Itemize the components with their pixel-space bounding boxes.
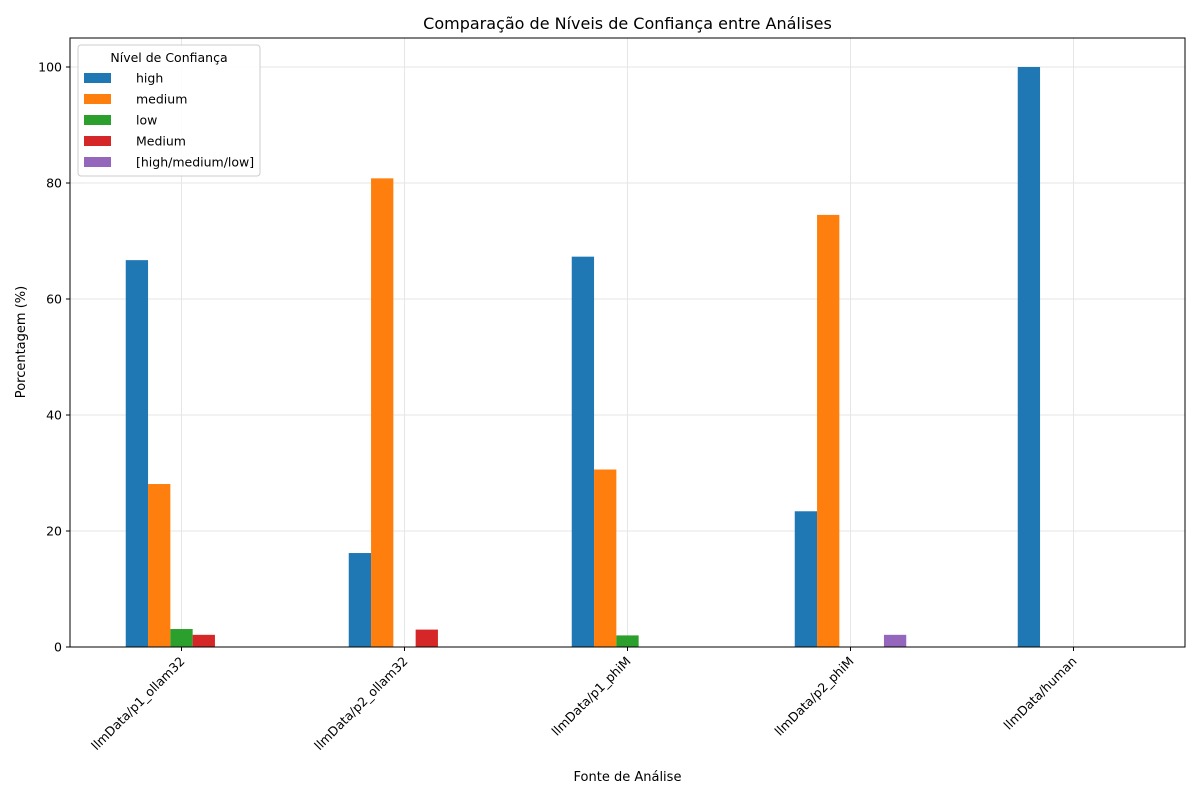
- bar-medium: [148, 484, 171, 647]
- legend-label: high: [136, 71, 163, 86]
- legend-label: medium: [136, 92, 187, 107]
- legend-swatch: [84, 115, 111, 125]
- bar-medium: [817, 214, 840, 647]
- bar-medium: [415, 629, 438, 647]
- legend-swatch: [84, 73, 111, 83]
- bar-low: [170, 629, 193, 647]
- legend-swatch: [84, 157, 111, 167]
- bar-high: [125, 260, 149, 647]
- bar-medium: [192, 634, 215, 647]
- bar-medium: [371, 178, 394, 648]
- bar-high: [571, 256, 595, 647]
- chart-title: Comparação de Níveis de Confiança entre …: [423, 14, 832, 33]
- bar-high: [348, 553, 372, 647]
- bar-high: [1017, 67, 1041, 647]
- y-tick-label: 80: [46, 176, 62, 191]
- legend: Nível de Confiança high medium low Medium [hi…: [77, 44, 261, 177]
- y-tick-label: 40: [46, 408, 62, 423]
- bars-layer: [125, 67, 1041, 648]
- bar-medium: [594, 469, 617, 647]
- y-tick-label: 100: [38, 60, 62, 75]
- y-tick-label: 0: [54, 640, 62, 655]
- legend-box: [77, 44, 261, 177]
- bar-low: [616, 635, 639, 647]
- y-tick-label: 20: [46, 524, 62, 539]
- bar-high: [794, 511, 818, 647]
- legend-label: [high/medium/low]: [136, 155, 254, 170]
- legend-title: Nível de Confiança: [110, 50, 227, 65]
- legend-swatch: [84, 94, 111, 104]
- grid-layer: [70, 38, 1185, 648]
- legend-swatch: [84, 136, 111, 146]
- legend-label: low: [136, 113, 157, 128]
- legend-label: Medium: [136, 134, 186, 149]
- x-axis-title: Fonte de Análise: [574, 770, 682, 785]
- y-axis-title: Porcentagem (%): [14, 286, 29, 398]
- y-tick-label: 60: [46, 292, 62, 307]
- bar--high-medium-low-: [883, 634, 907, 647]
